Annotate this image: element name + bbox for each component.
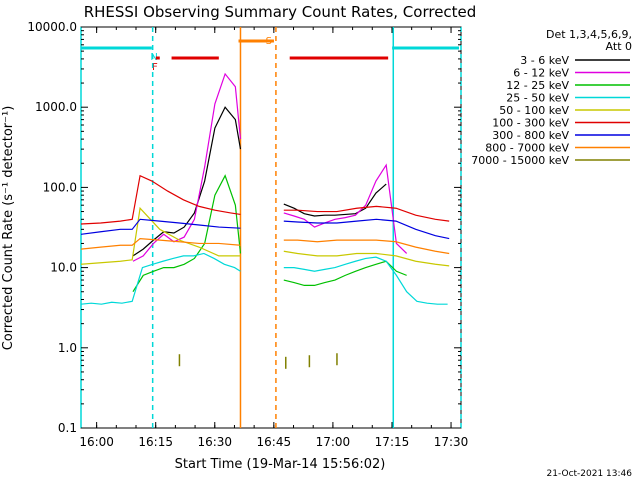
series-line <box>283 183 387 217</box>
x-tick-label: 17:00 <box>316 435 351 449</box>
legend-entry-label: 25 - 50 keV <box>506 92 569 105</box>
x-tick-label: 16:00 <box>79 435 114 449</box>
legend-entry-label: 3 - 6 keV <box>520 54 569 67</box>
chart-title: RHESSI Observing Summary Count Rates, Co… <box>84 3 477 21</box>
date-stamp: 21-Oct-2021 13:46 <box>547 469 633 479</box>
series-line <box>80 206 241 265</box>
series-line <box>132 106 242 257</box>
series-line <box>283 163 408 254</box>
y-tick-label: 10000.0 <box>27 20 77 34</box>
y-tick-label: 1000.0 <box>35 100 77 114</box>
series-line <box>283 218 450 240</box>
legend-header: Att 0 <box>606 40 632 53</box>
y-tick-label: 0.1 <box>58 421 77 435</box>
series-line <box>80 218 241 235</box>
x-tick-label: 17:30 <box>434 435 469 449</box>
series-line <box>132 72 242 262</box>
legend-entry-label: 300 - 800 keV <box>492 129 569 142</box>
x-tick-label: 16:30 <box>197 435 232 449</box>
flag-label: F <box>152 62 158 73</box>
legend-header: Det 1,3,4,5,6,9, <box>546 28 632 41</box>
series-line <box>283 239 450 255</box>
series-line <box>283 250 450 267</box>
legend-entry-label: 800 - 7000 keV <box>485 142 569 155</box>
series-line <box>80 174 241 225</box>
series-line <box>80 237 241 250</box>
series-line <box>132 174 242 293</box>
y-tick-label: 10.0 <box>50 261 77 275</box>
y-tick-label: 1.0 <box>58 341 77 355</box>
flag-label: S <box>266 36 272 47</box>
x-tick-label: 17:15 <box>375 435 410 449</box>
axis-ticks: 16:00 16:15 16:30 16:45 17:00 17:15 17:30 0.1 1.… <box>27 20 468 449</box>
y-axis-label: Corrected Count Rate (s⁻¹ detector⁻¹) <box>1 106 16 351</box>
series-line <box>283 205 450 222</box>
series-line <box>283 256 448 305</box>
flag-label: N <box>150 52 157 63</box>
annotation-layer: NF S <box>81 36 460 73</box>
plot-frame <box>80 26 462 429</box>
x-axis-label: Start Time (19-Mar-14 15:56:02) <box>175 457 386 472</box>
legend-entry-label: 7000 - 15000 keV <box>471 154 569 167</box>
marker-lines <box>80 27 462 428</box>
series-layer <box>80 72 450 369</box>
legend-entry-label: 100 - 300 keV <box>492 117 569 130</box>
x-tick-label: 16:45 <box>257 435 292 449</box>
legend-entry-label: 50 - 100 keV <box>499 104 569 117</box>
y-tick-label: 100.0 <box>43 180 77 194</box>
x-tick-label: 16:15 <box>138 435 173 449</box>
legend-entry-label: 6 - 12 keV <box>513 67 569 80</box>
series-line <box>80 252 241 305</box>
legend-entry-label: 12 - 25 keV <box>506 79 569 92</box>
